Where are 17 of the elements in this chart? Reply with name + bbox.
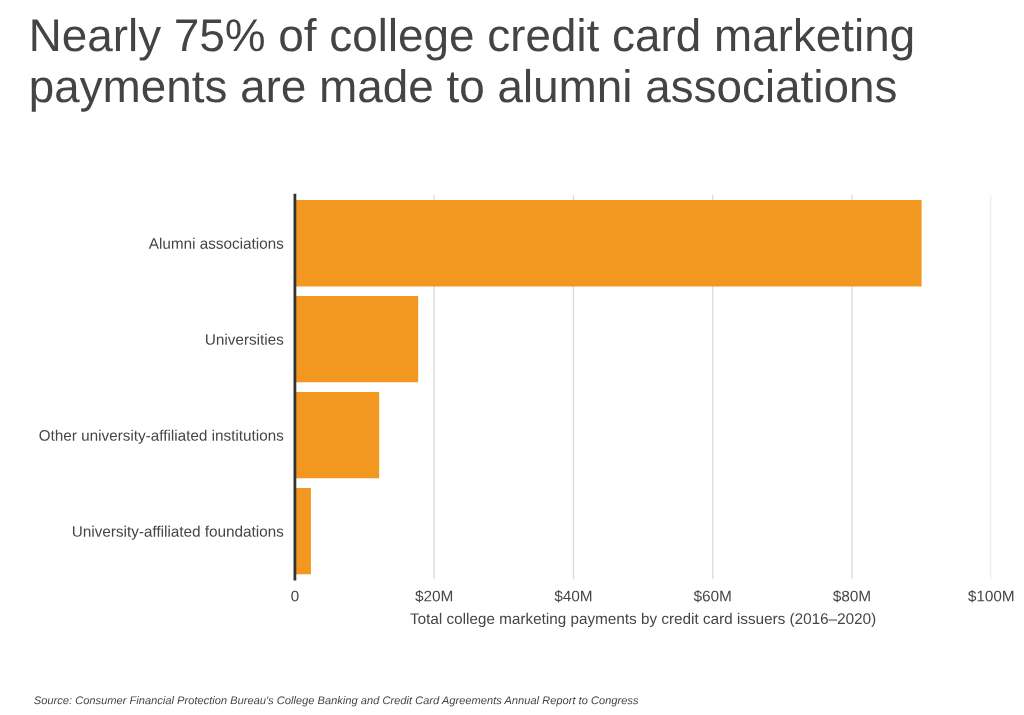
source-note: Source: Consumer Financial Protection Bureau's College Banking and Credit Card Agreements Annual Report to Congress [34,696,639,707]
x-tick-label: $80M [833,590,870,603]
bar [294,295,419,383]
y-tick-label: Alumni associations [148,237,284,249]
chart-title: Nearly 75% of college credit card marketing payments are made to alumni associations [31,17,913,112]
bar [294,199,922,287]
x-tick-label: $40M [554,590,592,603]
x-tick-label: $100M [968,590,1014,603]
y-tick-label: Other university-affiliated institutions [39,429,284,444]
x-axis-title: Total college marketing payments by credit card issuers (2016–2020) [410,612,876,628]
bar [294,487,311,575]
x-tick-label: $20M [415,590,453,603]
y-tick-label: Universities [206,333,284,345]
x-tick-label: $60M [693,590,731,603]
bar [294,391,380,479]
x-tick-label: 0 [291,590,299,602]
y-tick-label: University-affiliated foundations [72,525,284,540]
